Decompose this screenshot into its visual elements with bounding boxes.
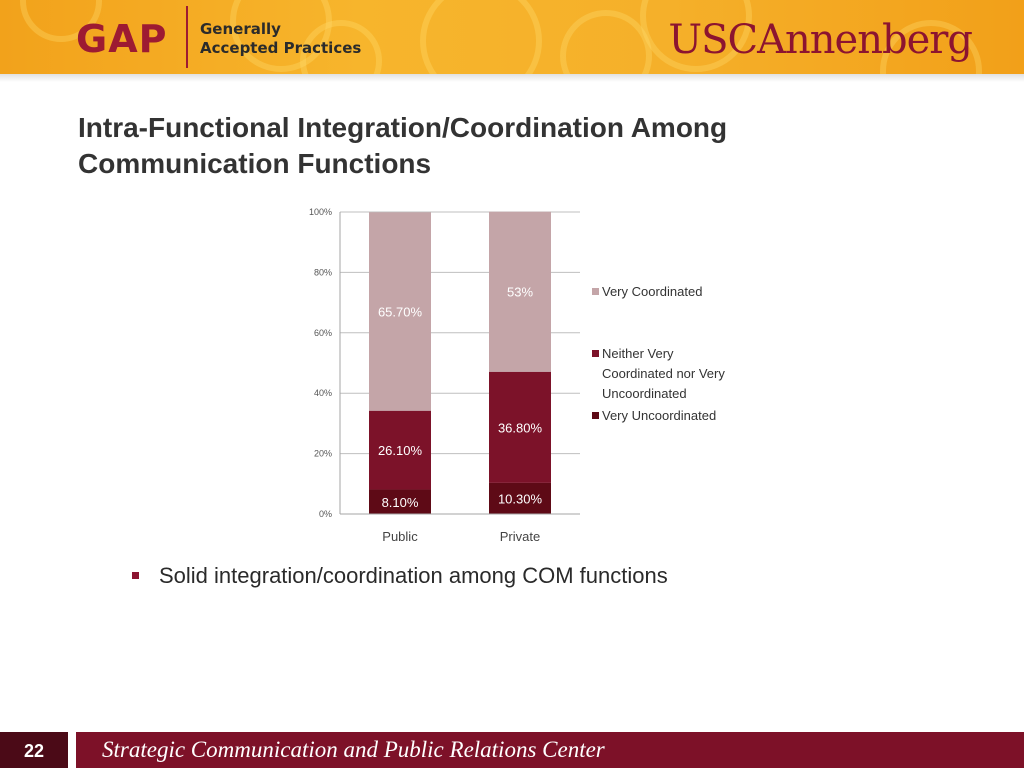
bar-segment xyxy=(489,211,551,372)
legend-label: Uncoordinated xyxy=(602,386,687,401)
y-tick-label: 0% xyxy=(319,509,332,519)
legend-label: Coordinated nor Very xyxy=(602,366,725,381)
footer-text: Strategic Communication and Public Relat… xyxy=(102,737,605,762)
bullet-text: Solid integration/coordination among COM… xyxy=(159,563,668,588)
legend-swatch xyxy=(592,412,599,419)
y-tick-label: 20% xyxy=(314,449,332,459)
legend-label: Neither Very xyxy=(602,346,674,361)
data-label: 65.70% xyxy=(378,305,423,320)
slide-title-line1: Intra-Functional Integration/Coordinatio… xyxy=(78,112,728,143)
bar-segment xyxy=(489,371,551,483)
y-tick-label: 40% xyxy=(314,388,332,398)
footer-bar: 22 Strategic Communication and Public Re… xyxy=(0,732,1024,768)
gap-logo-divider xyxy=(186,6,188,68)
legend-swatch xyxy=(592,350,599,357)
data-label: 36.80% xyxy=(498,420,543,435)
slide-title-line2: Communication Functions xyxy=(78,148,432,179)
slide-title: Intra-Functional Integration/Coordinatio… xyxy=(78,110,878,182)
bar-segment xyxy=(489,482,551,514)
data-label: 8.10% xyxy=(382,495,419,510)
data-label: 26.10% xyxy=(378,443,423,458)
y-tick-label: 80% xyxy=(314,267,332,277)
x-tick-label: Public xyxy=(382,529,418,544)
x-tick-label: Private xyxy=(500,529,540,544)
data-label: 10.30% xyxy=(498,491,543,506)
data-label: 53% xyxy=(507,285,533,300)
gap-logo-subtitle-line2: Accepted Practices xyxy=(200,39,362,57)
header-banner: GAP Generally Accepted Practices USCAnne… xyxy=(0,0,1024,74)
header-shadow xyxy=(0,74,1024,82)
stacked-bar-chart: 0% 20% 40% 60% 80% 100% 8.10% 26.10% 65.70% Publi… xyxy=(309,207,725,544)
legend-swatch xyxy=(592,288,599,295)
footer-divider xyxy=(68,732,76,768)
bar-segment xyxy=(369,489,431,514)
legend-label: Very Coordinated xyxy=(602,284,702,299)
gap-logo-text: GAP xyxy=(76,17,168,61)
usc-logo-suffix: Annenberg xyxy=(757,17,973,63)
y-tick-label: 60% xyxy=(314,328,332,338)
bullet-square-icon xyxy=(132,572,139,579)
bar-segment xyxy=(369,212,431,411)
bar-segment xyxy=(369,410,431,490)
page-number: 22 xyxy=(23,741,45,761)
usc-annenberg-logo: USCAnnenberg xyxy=(668,17,973,63)
usc-logo-prefix: USC xyxy=(668,17,758,63)
y-tick-label: 100% xyxy=(309,207,332,217)
gap-logo-subtitle-line1: Generally xyxy=(200,20,281,38)
gap-logo-subtitle: Generally Accepted Practices xyxy=(200,20,361,58)
bullet-item: Solid integration/coordination among COM… xyxy=(132,563,668,589)
page-number-box: 22 xyxy=(0,732,68,768)
legend-label: Very Uncoordinated xyxy=(602,408,716,423)
